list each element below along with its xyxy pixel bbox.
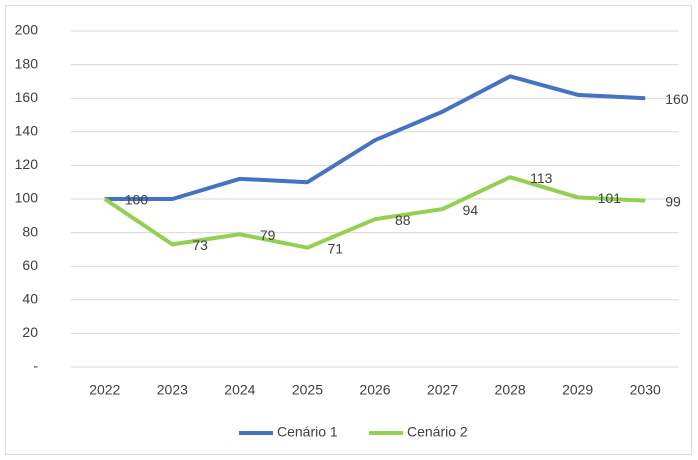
legend-label: Cenário 2	[407, 424, 468, 440]
data-label: 88	[395, 212, 411, 228]
data-label: 99	[665, 193, 681, 209]
data-label: 94	[463, 202, 479, 218]
y-tick-label: 60	[22, 257, 38, 273]
y-tick-label: 180	[15, 55, 39, 71]
y-tick-label: -	[33, 358, 38, 374]
y-tick-label: 80	[22, 223, 38, 239]
legend-label: Cenário 1	[277, 424, 338, 440]
y-tick-label: 140	[15, 123, 39, 139]
y-tick-label: 120	[15, 156, 39, 172]
data-label: 79	[260, 227, 276, 243]
series-line	[104, 74, 646, 201]
x-tick-label: 2026	[359, 382, 390, 398]
data-label: 100	[125, 192, 149, 208]
data-label: 73	[192, 237, 208, 253]
x-tick-label: 2023	[157, 382, 188, 398]
y-tick-label: 100	[15, 190, 39, 206]
x-tick-label: 2030	[630, 382, 661, 398]
x-tick-label: 2028	[495, 382, 526, 398]
x-tick-label: 2025	[292, 382, 323, 398]
data-label: 160	[665, 91, 689, 107]
x-tick-label: 2022	[89, 382, 120, 398]
y-tick-label: 20	[22, 324, 38, 340]
series-line	[103, 175, 646, 250]
x-tick-label: 2024	[224, 382, 255, 398]
data-label: 113	[530, 170, 553, 186]
x-tick-label: 2029	[562, 382, 593, 398]
y-tick-label: 40	[22, 291, 38, 307]
data-label: 71	[327, 240, 343, 256]
y-tick-label: 160	[15, 89, 39, 105]
y-tick-label: 200	[15, 22, 39, 38]
data-label: 101	[598, 190, 622, 206]
x-tick-label: 2027	[427, 382, 458, 398]
